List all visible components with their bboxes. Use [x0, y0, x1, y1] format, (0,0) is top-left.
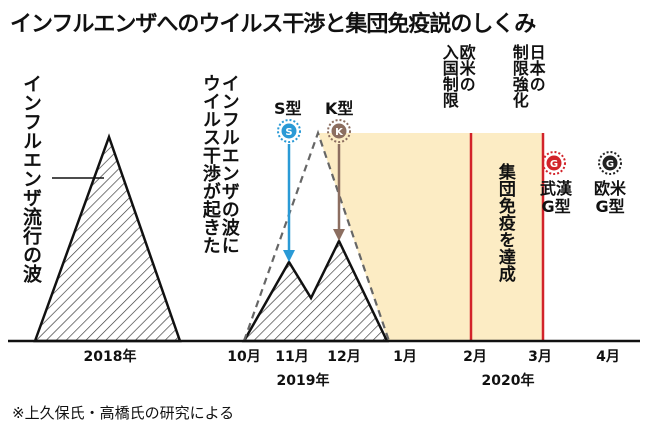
year-label-2019: 2019年 [276, 373, 330, 389]
western-restriction-line2: 入国制限 [439, 44, 459, 108]
wuhan-g-label-line1: 武漢 [540, 179, 573, 198]
japan-restriction-label: 日本の 制限強化 [509, 44, 546, 144]
month-label-feb: 2月 [463, 349, 487, 365]
month-label-apr: 4月 [596, 349, 620, 365]
month-label-nov: 11月 [275, 349, 309, 365]
k-badge-letter: K [335, 127, 344, 138]
month-label-mar: 3月 [528, 349, 552, 365]
flu-wave-label: インフルエンザ流行の波 [19, 74, 42, 283]
herd-immunity-region [318, 133, 543, 341]
western-g-virus-icon: G [598, 151, 622, 175]
wuhan-g-badge-letter: G [550, 159, 558, 170]
interference-label-line2: ウイルス干渉が起きた [199, 74, 221, 254]
s-type-arrowhead [283, 250, 295, 262]
source-note: ※上久保氏・高橋氏の研究による [12, 404, 235, 422]
western-g-label-line2: G型 [595, 197, 625, 217]
s-type-label: S型 [274, 99, 302, 118]
s-virus-icon: S [277, 119, 301, 143]
year-label-2018: 2018年 [83, 349, 137, 365]
interference-label: インフルエンザの波に ウイルス干渉が起きた [199, 74, 240, 314]
k-type-label: K型 [325, 99, 354, 118]
expected-wave-dashed [242, 129, 391, 342]
japan-restriction-line2: 制限強化 [509, 44, 529, 108]
western-g-badge-letter: G [606, 159, 614, 170]
month-label-jan: 1月 [393, 349, 417, 365]
wuhan-g-label-line2: G型 [541, 197, 571, 217]
k-type-arrowhead [333, 229, 345, 241]
month-label-oct: 10月 [227, 349, 261, 365]
western-restriction-label: 欧米の 入国制限 [439, 44, 476, 144]
wuhan-g-label: 武漢 G型 [540, 179, 573, 217]
flu-wave-2018 [33, 133, 182, 343]
herd-immunity-label: 集団免疫を達成 [494, 163, 515, 282]
k-virus-icon: K [327, 119, 351, 143]
western-restriction-line1: 欧米の [456, 44, 476, 92]
western-g-label: 欧米 G型 [594, 179, 627, 217]
year-label-2020: 2020年 [481, 373, 535, 389]
wuhan-g-virus-icon: G [542, 151, 566, 175]
western-g-label-line1: 欧米 [594, 179, 627, 198]
interference-label-line1: インフルエンザの波に [218, 74, 240, 254]
japan-restriction-line1: 日本の [526, 44, 546, 92]
month-label-dec: 12月 [327, 349, 361, 365]
page-title: インフルエンザへのウイルス干渉と集団免疫説のしくみ [10, 12, 536, 37]
s-badge-letter: S [285, 127, 292, 138]
